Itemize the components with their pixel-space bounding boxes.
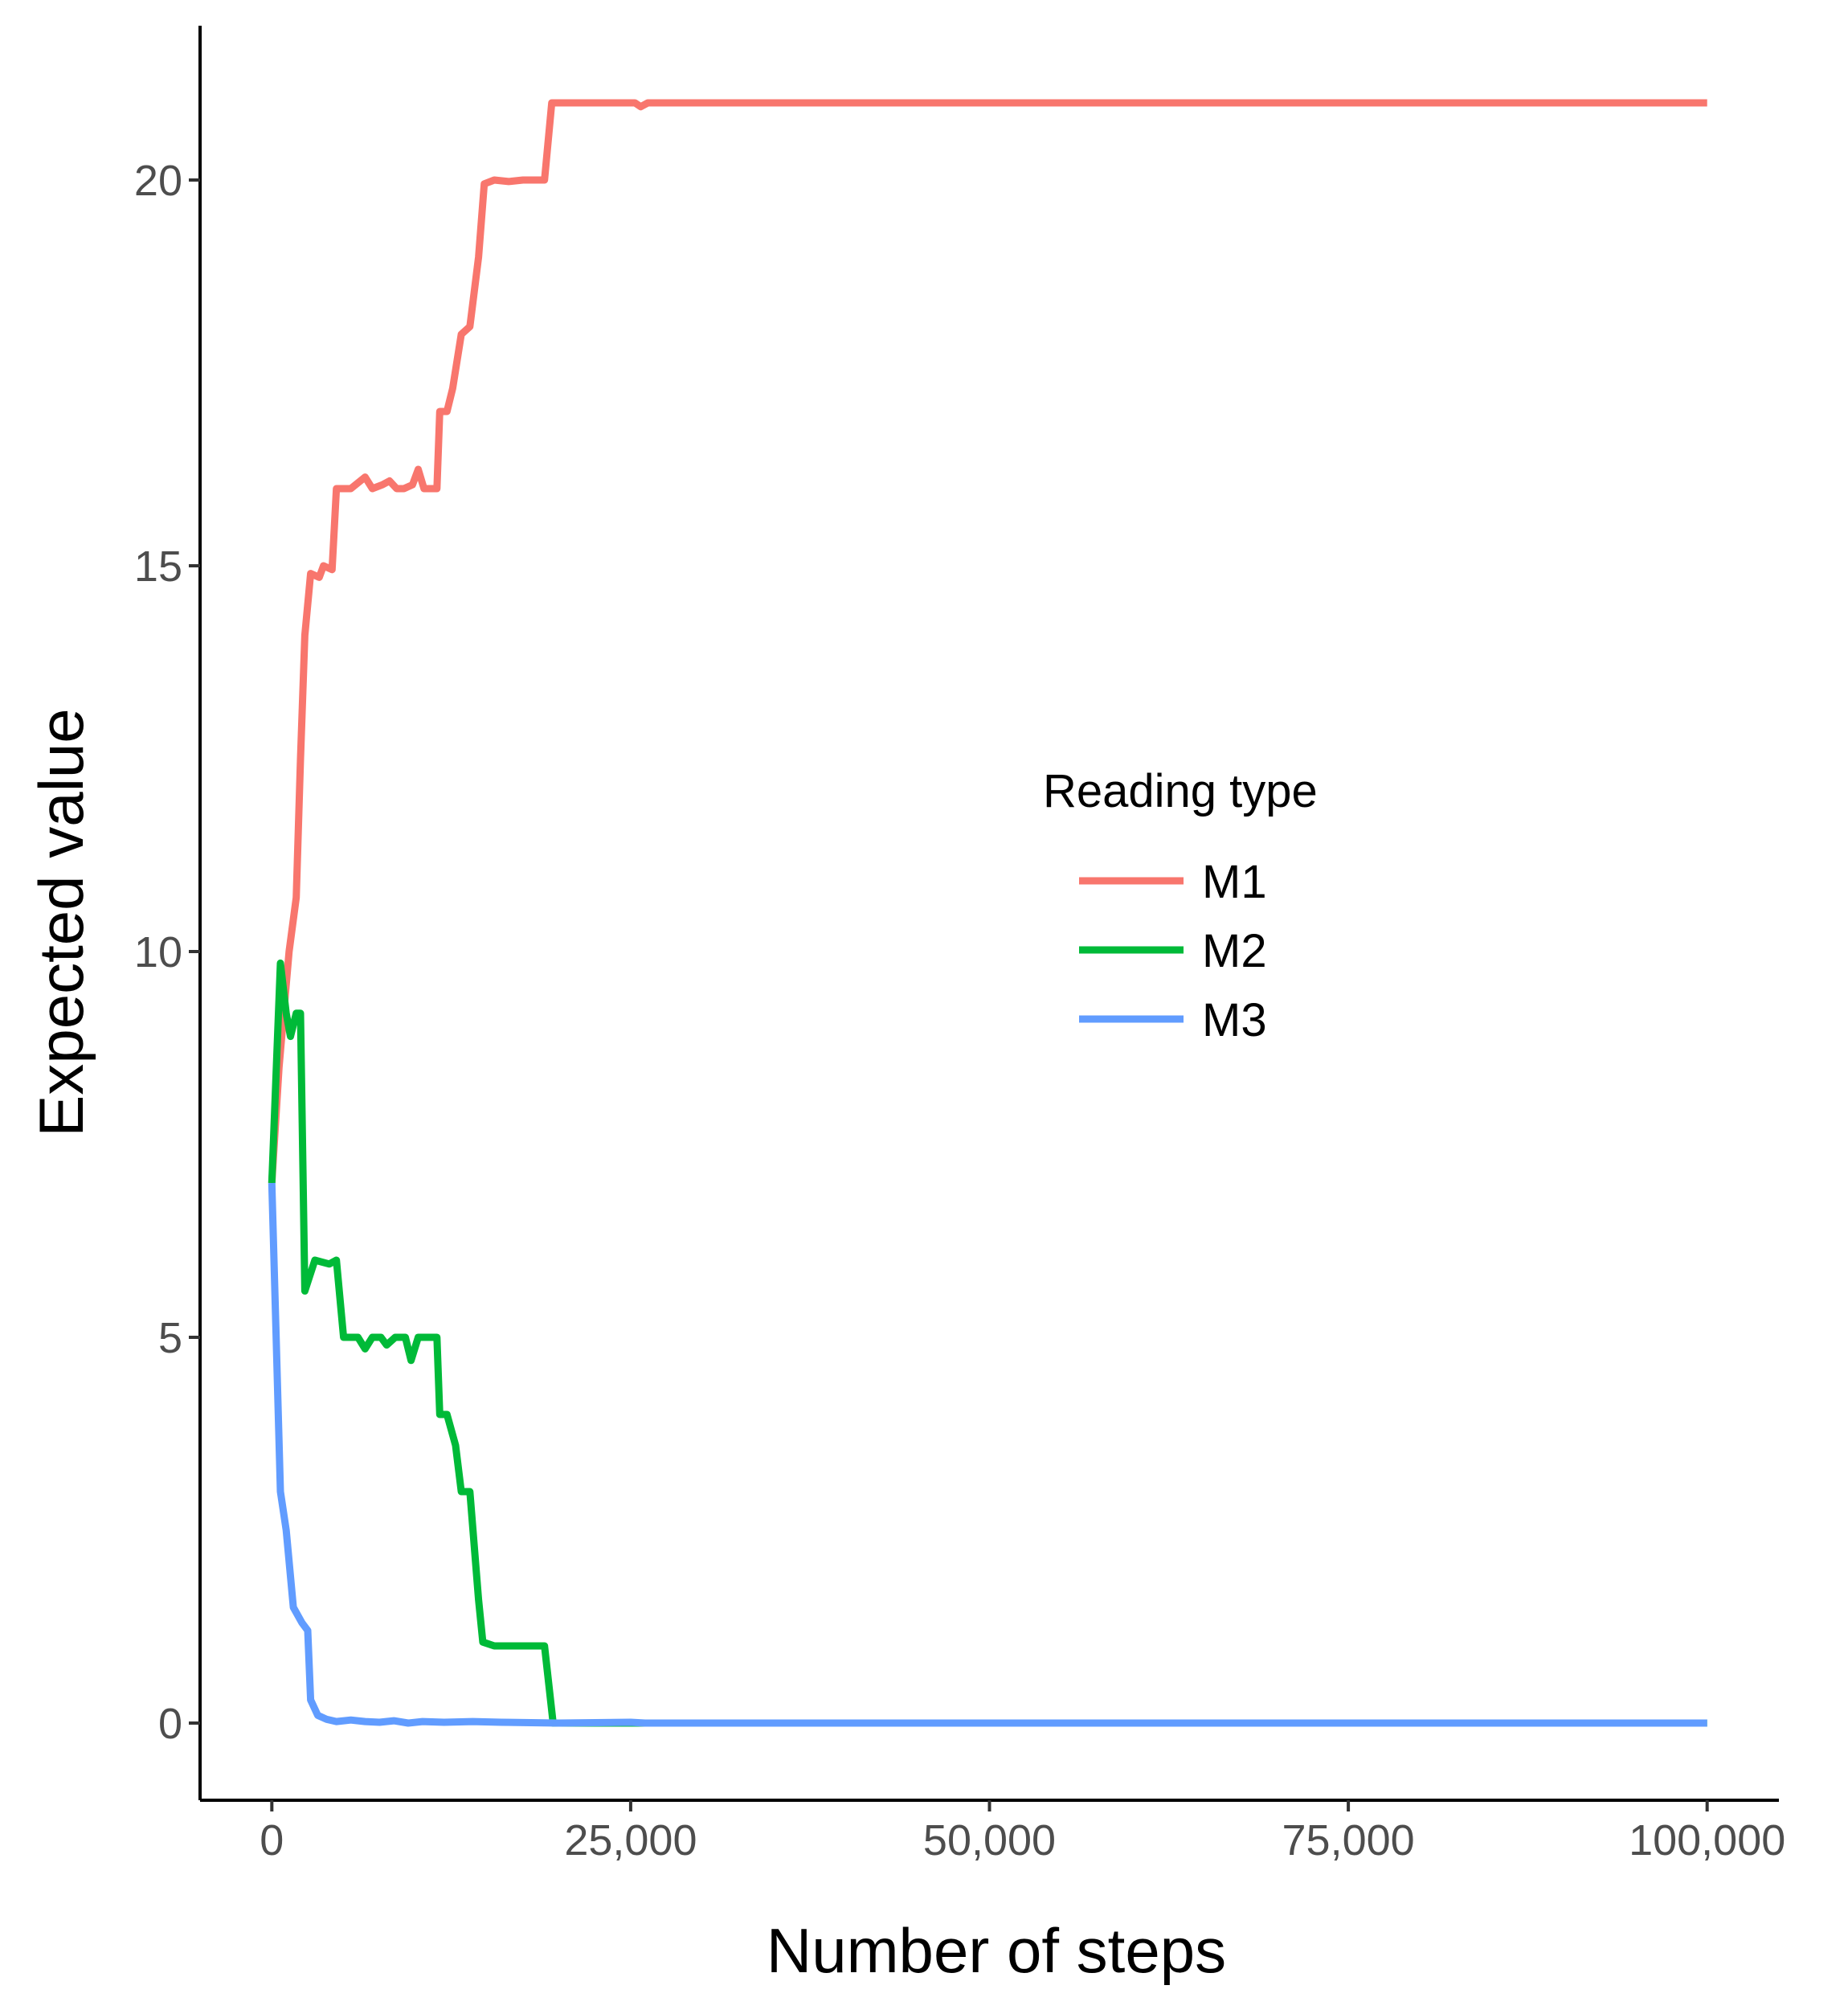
y-tick-label: 5: [158, 1314, 182, 1362]
x-tick-label: 75,000: [1282, 1816, 1415, 1865]
y-tick-label: 15: [134, 542, 182, 591]
series-line-m1: [268, 99, 1707, 1184]
x-tick-label: 0: [260, 1816, 284, 1865]
x-tick-label: 25,000: [564, 1816, 697, 1865]
legend: Reading type M1 M2 M3: [1043, 765, 1318, 1046]
series-line-m2: [268, 959, 1707, 1727]
legend-label-m3: M3: [1202, 994, 1267, 1046]
y-tick-label: 0: [158, 1700, 182, 1748]
y-axis-title: Expected value: [26, 708, 96, 1136]
x-axis-ticks: 0 25,000 50,000 75,000 100,000: [260, 1800, 1785, 1865]
legend-label-m2: M2: [1202, 925, 1267, 977]
x-tick-label: 100,000: [1629, 1816, 1785, 1865]
y-tick-label: 10: [134, 928, 182, 976]
legend-label-m1: M1: [1202, 856, 1267, 908]
y-tick-label: 20: [134, 157, 182, 205]
legend-title: Reading type: [1043, 765, 1318, 817]
legend-items: M1 M2 M3: [1079, 856, 1267, 1046]
series-line-m3: [268, 1182, 1707, 1727]
x-tick-label: 50,000: [923, 1816, 1056, 1865]
y-axis-ticks: 0 5 10 15 20: [134, 157, 200, 1748]
x-axis-title: Number of steps: [767, 1915, 1226, 1986]
series-lines: [268, 99, 1707, 1727]
